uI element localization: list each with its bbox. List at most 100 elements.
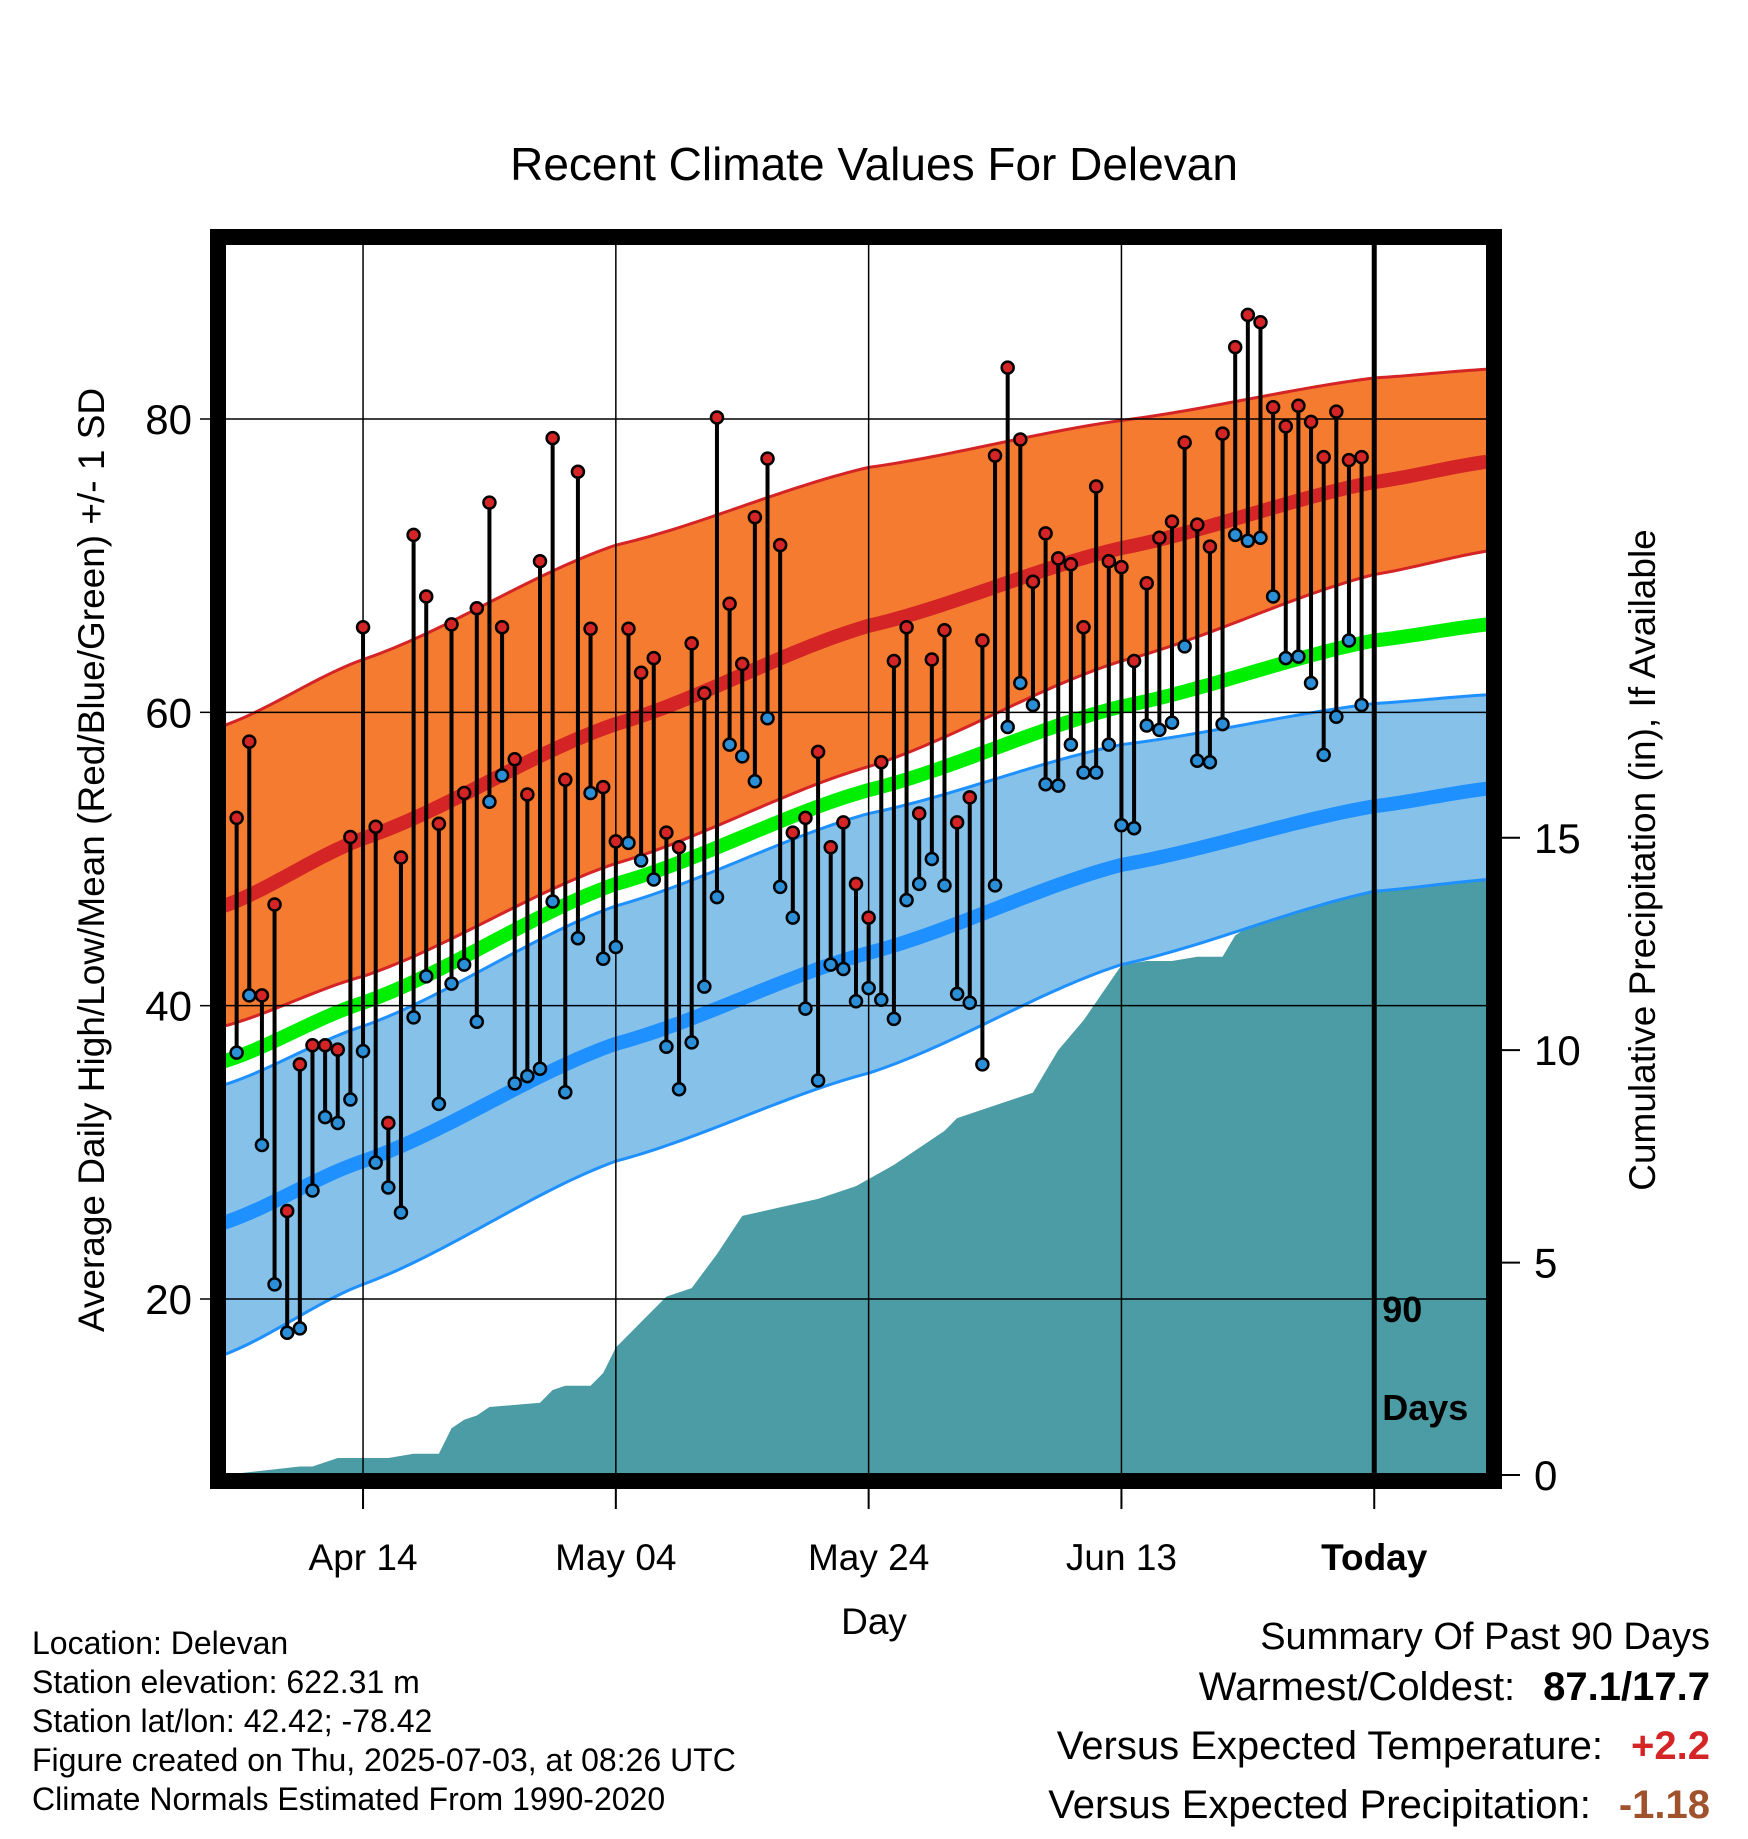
daily-low-point [975,1057,990,1072]
daily-high-point [962,790,978,805]
daily-low-point [1316,747,1331,763]
daily-high-point [1025,574,1041,590]
daily-low-point [1202,754,1218,770]
cumulative-precip-area [224,846,1488,1475]
daily-high-point [1215,426,1230,441]
y2-axis-label: Cumulative Precipitation (in), If Availa… [1622,529,1663,1191]
daily-low-point [444,976,459,991]
daily-low-point [608,939,624,955]
daily-low-point [684,1035,699,1050]
daily-low-point [229,1045,244,1060]
daily-high-point [1202,539,1218,554]
x-tick-label: Jun 13 [1066,1537,1177,1578]
daily-high-point [785,825,801,840]
daily-low-point [292,1321,308,1336]
daily-high-point [760,451,775,466]
daily-low-point [697,979,712,994]
daily-low-point [1076,765,1091,780]
daily-low-point [393,1205,409,1220]
plot-area: 90 Days 20 40 60 80 0 5 10 15 Apr 14 May 04 May 24 Ju… [145,229,1581,1578]
y2-tick-label: 0 [1534,1452,1557,1499]
daily-high-point [242,734,257,749]
daily-low-point [1291,649,1306,664]
daily-high-point [975,633,990,648]
daily-low-point [431,1096,447,1112]
daily-high-point [1000,360,1015,375]
days-label-word: Days [1382,1387,1468,1428]
daily-high-point [482,495,497,510]
daily-low-point [279,1325,295,1340]
daily-low-point [330,1115,346,1131]
daily-low-point [418,969,434,984]
daily-low-point [406,1010,421,1025]
daily-high-point [1316,449,1331,465]
daily-low-point [1278,650,1294,666]
daily-high-point [987,448,1003,463]
daily-high-point [684,636,699,651]
daily-high-point [469,600,485,616]
daily-low-point [823,957,838,972]
daily-low-point [558,1084,573,1100]
daily-high-point [1240,307,1256,323]
daily-high-point [254,988,270,1003]
summary-temp: Versus Expected Temperature: +2.2 [1048,1721,1710,1780]
daily-low-point [570,930,586,946]
daily-high-point [823,840,838,855]
y-tick-label: 80 [145,396,192,443]
daily-high-point [911,806,927,821]
y-axis-label: Average Daily High/Low/Mean (Red/Blue/Gr… [71,388,112,1332]
daily-low-point [532,1061,548,1076]
daily-high-point [1050,551,1066,566]
daily-high-point [393,850,409,865]
daily-high-point [836,815,851,830]
daily-high-point [608,834,624,849]
daily-high-point [1265,400,1281,415]
precip-value: -1.18 [1618,1783,1710,1827]
daily-low-point [1025,697,1041,713]
daily-low-point [520,1068,535,1084]
daily-high-point [1227,339,1243,355]
daily-low-point [734,749,750,764]
daily-low-point [949,986,965,1002]
daily-high-point [1341,452,1357,468]
daily-high-point [292,1057,308,1072]
daily-high-point [558,772,573,788]
daily-high-point [545,430,560,446]
daily-high-point [418,589,434,604]
temp-label: Versus Expected Temperature: [1056,1724,1604,1768]
created-text: Figure created on Thu, 2025-07-03, at 08… [32,1742,736,1778]
daily-low-point [924,851,940,867]
daily-high-point [924,652,940,667]
daily-high-point [1088,479,1104,494]
daily-low-point [381,1180,396,1195]
daily-high-point [697,686,712,701]
daily-high-point [381,1115,396,1131]
daily-high-point [279,1203,295,1219]
daily-low-point [317,1109,333,1125]
daily-high-point [444,617,459,632]
daily-low-point [798,1001,813,1016]
warm-cold-label: Warmest/Coldest: [1198,1665,1516,1709]
daily-low-point [722,737,737,752]
daily-high-point [1101,554,1117,569]
daily-low-point [937,878,952,893]
daily-low-point [1329,709,1344,724]
daily-high-point [1152,530,1167,546]
daily-low-point [545,894,560,909]
daily-low-point [709,889,725,905]
daily-high-point [1063,556,1079,572]
daily-low-point [368,1155,383,1170]
daily-low-point [343,1092,358,1107]
summary-warm-cold: Warmest/Coldest: 87.1/17.7 [1048,1662,1710,1721]
daily-high-point [1329,404,1344,419]
daily-low-point [1227,527,1243,543]
daily-low-point [254,1137,270,1153]
daily-low-point [1190,753,1205,768]
summary-precip: Versus Expected Precipitation: -1.18 [1048,1780,1710,1839]
daily-low-point [785,910,801,925]
high-normal-line [224,454,1488,913]
precip-label: Versus Expected Precipitation: [1048,1783,1591,1827]
location-text: Location: Delevan [32,1625,289,1661]
daily-high-point [621,621,636,636]
